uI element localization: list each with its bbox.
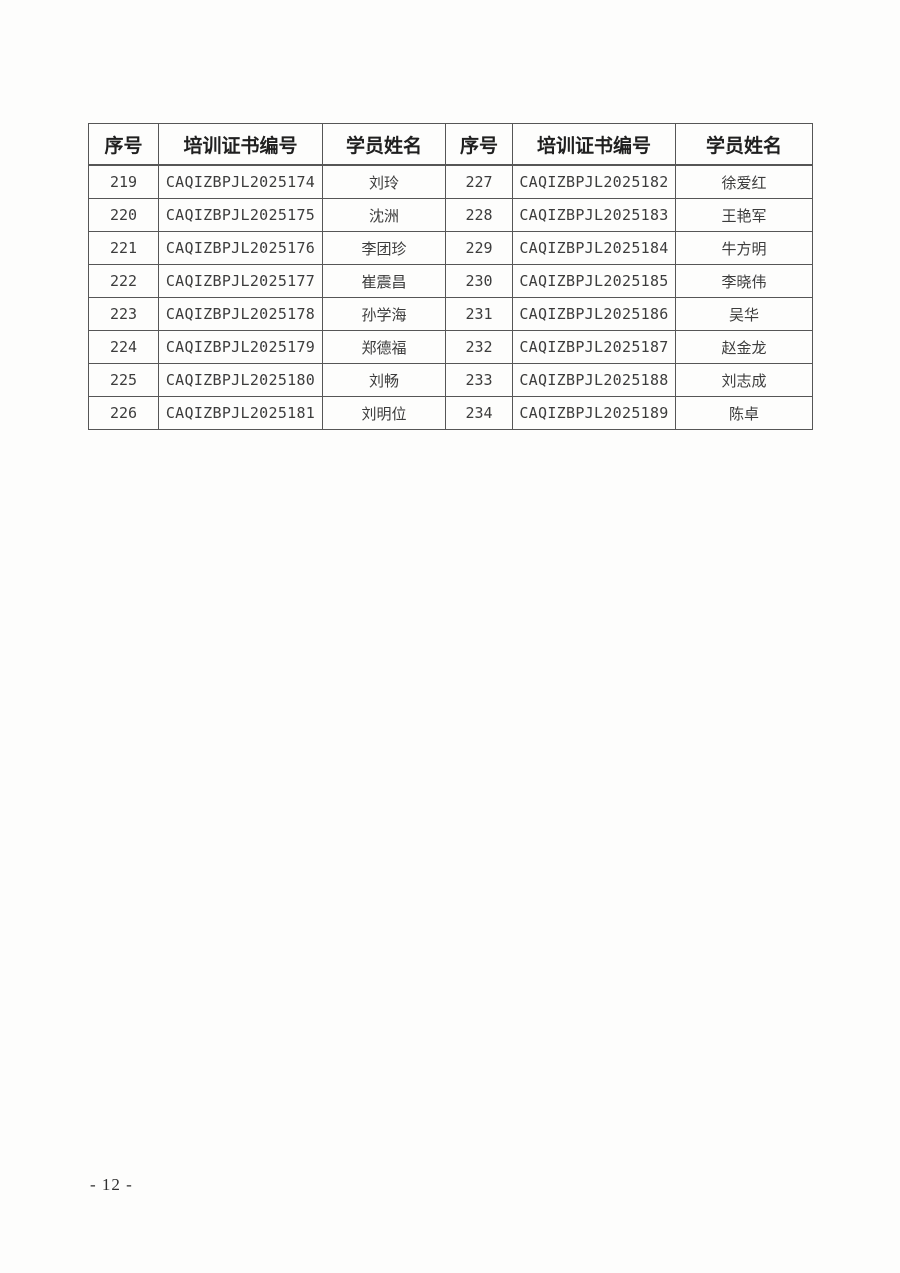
student-name: 刘志成 <box>675 363 813 397</box>
table-row: 226 CAQIZBPJL2025181 刘明位 234 CAQIZBPJL202518… <box>88 396 813 430</box>
certificate-number: CAQIZBPJL2025174 <box>158 164 323 199</box>
serial-number: 223 <box>88 297 159 331</box>
certificate-number: CAQIZBPJL2025175 <box>158 198 323 232</box>
certificate-number: CAQIZBPJL2025177 <box>158 264 323 298</box>
certificate-number: CAQIZBPJL2025186 <box>512 297 676 331</box>
serial-number: 219 <box>88 164 159 199</box>
table-row: 223 CAQIZBPJL2025178 孙学海 231 CAQIZBPJL202518… <box>88 297 813 331</box>
column-header-certificate-number: 培训证书编号 <box>512 123 676 166</box>
certificate-roster-table: 序号 培训证书编号 学员姓名 序号 培训证书编号 学员姓名 219 CAQIZBPJL202… <box>88 123 813 430</box>
column-header-student-name: 学员姓名 <box>322 123 446 166</box>
serial-number: 230 <box>445 264 513 298</box>
student-name: 刘明位 <box>322 396 446 430</box>
serial-number: 228 <box>445 198 513 232</box>
serial-number: 225 <box>88 363 159 397</box>
student-name: 徐爱红 <box>675 164 813 199</box>
column-header-serial-number: 序号 <box>88 123 159 166</box>
student-name: 孙学海 <box>322 297 446 331</box>
serial-number: 229 <box>445 231 513 265</box>
certificate-number: CAQIZBPJL2025184 <box>512 231 676 265</box>
serial-number: 233 <box>445 363 513 397</box>
certificate-number: CAQIZBPJL2025178 <box>158 297 323 331</box>
student-name: 李晓伟 <box>675 264 813 298</box>
table-row: 219 CAQIZBPJL2025174 刘玲 227 CAQIZBPJL2025182… <box>88 164 813 199</box>
table-header-row: 序号 培训证书编号 学员姓名 序号 培训证书编号 学员姓名 <box>88 123 813 166</box>
certificate-number: CAQIZBPJL2025179 <box>158 330 323 364</box>
certificate-number: CAQIZBPJL2025185 <box>512 264 676 298</box>
table-body: 219 CAQIZBPJL2025174 刘玲 227 CAQIZBPJL2025182… <box>88 164 813 430</box>
serial-number: 231 <box>445 297 513 331</box>
student-name: 刘玲 <box>322 164 446 199</box>
serial-number: 220 <box>88 198 159 232</box>
serial-number: 234 <box>445 396 513 430</box>
serial-number: 222 <box>88 264 159 298</box>
student-name: 李团珍 <box>322 231 446 265</box>
certificate-number: CAQIZBPJL2025180 <box>158 363 323 397</box>
table-row: 225 CAQIZBPJL2025180 刘畅 233 CAQIZBPJL2025188… <box>88 363 813 397</box>
certificate-number: CAQIZBPJL2025187 <box>512 330 676 364</box>
student-name: 赵金龙 <box>675 330 813 364</box>
column-header-serial-number: 序号 <box>445 123 513 166</box>
table-row: 224 CAQIZBPJL2025179 郑德福 232 CAQIZBPJL202518… <box>88 330 813 364</box>
column-header-student-name: 学员姓名 <box>675 123 813 166</box>
serial-number: 221 <box>88 231 159 265</box>
serial-number: 227 <box>445 164 513 199</box>
student-name: 吴华 <box>675 297 813 331</box>
table-row: 221 CAQIZBPJL2025176 李团珍 229 CAQIZBPJL202518… <box>88 231 813 265</box>
serial-number: 226 <box>88 396 159 430</box>
student-name: 崔震昌 <box>322 264 446 298</box>
certificate-number: CAQIZBPJL2025188 <box>512 363 676 397</box>
table-row: 220 CAQIZBPJL2025175 沈洲 228 CAQIZBPJL2025183… <box>88 198 813 232</box>
certificate-number: CAQIZBPJL2025182 <box>512 164 676 199</box>
serial-number: 224 <box>88 330 159 364</box>
page-number: - 12 - <box>90 1175 133 1194</box>
column-header-certificate-number: 培训证书编号 <box>158 123 323 166</box>
student-name: 沈洲 <box>322 198 446 232</box>
certificate-number: CAQIZBPJL2025183 <box>512 198 676 232</box>
certificate-number: CAQIZBPJL2025189 <box>512 396 676 430</box>
student-name: 郑德福 <box>322 330 446 364</box>
student-name: 牛方明 <box>675 231 813 265</box>
certificate-number: CAQIZBPJL2025176 <box>158 231 323 265</box>
student-name: 王艳军 <box>675 198 813 232</box>
table-row: 222 CAQIZBPJL2025177 崔震昌 230 CAQIZBPJL202518… <box>88 264 813 298</box>
serial-number: 232 <box>445 330 513 364</box>
student-name: 陈卓 <box>675 396 813 430</box>
certificate-number: CAQIZBPJL2025181 <box>158 396 323 430</box>
student-name: 刘畅 <box>322 363 446 397</box>
